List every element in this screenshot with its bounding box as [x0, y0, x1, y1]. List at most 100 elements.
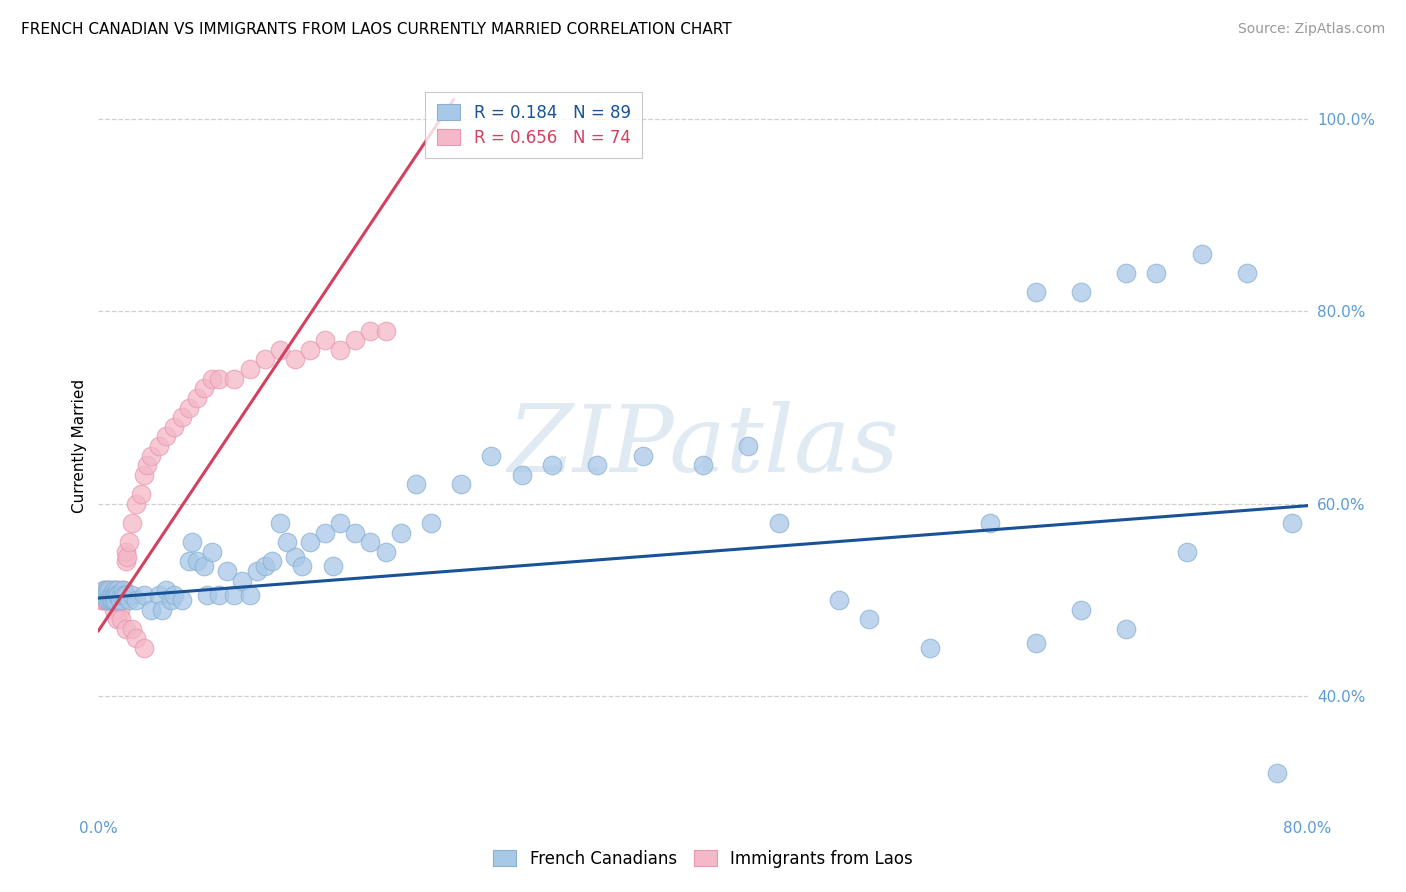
Point: [103, 583, 125, 598]
Point: [91, 588, 114, 602]
Point: [101, 588, 124, 602]
Point: [129, 487, 152, 501]
Point: [104, 593, 127, 607]
Point: [91, 588, 114, 602]
Point: [291, 559, 314, 574]
Point: [160, 593, 183, 607]
Y-axis label: Currently Married: Currently Married: [72, 379, 87, 513]
Point: [101, 588, 124, 602]
Point: [114, 588, 136, 602]
Point: [329, 343, 352, 357]
Point: [314, 525, 336, 540]
Point: [344, 525, 367, 540]
Point: [181, 535, 204, 549]
Point: [93, 588, 115, 602]
Point: [284, 352, 307, 367]
Point: [118, 535, 141, 549]
Point: [94, 588, 117, 602]
Point: [115, 549, 138, 564]
Point: [132, 467, 155, 482]
Point: [132, 641, 155, 656]
Point: [108, 593, 131, 607]
Point: [224, 588, 246, 602]
Point: [1070, 602, 1092, 616]
Point: [107, 588, 129, 602]
Point: [768, 516, 790, 530]
Point: [314, 333, 336, 347]
Point: [1024, 636, 1046, 650]
Point: [186, 554, 208, 568]
Point: [322, 559, 344, 574]
Point: [114, 622, 136, 636]
Point: [96, 593, 118, 607]
Point: [101, 593, 124, 607]
Point: [94, 588, 117, 602]
Point: [114, 554, 136, 568]
Point: [98, 583, 121, 598]
Point: [329, 516, 352, 530]
Point: [150, 602, 173, 616]
Point: [510, 467, 533, 482]
Point: [1144, 266, 1167, 280]
Point: [98, 583, 121, 598]
Point: [141, 602, 163, 616]
Point: [193, 381, 215, 395]
Point: [1115, 622, 1137, 636]
Point: [1267, 766, 1289, 780]
Point: [170, 410, 193, 425]
Point: [103, 588, 125, 602]
Point: [103, 593, 125, 607]
Point: [110, 593, 132, 607]
Point: [239, 362, 262, 376]
Point: [135, 458, 157, 473]
Point: [125, 497, 148, 511]
Point: [1115, 266, 1137, 280]
Point: [103, 593, 125, 607]
Point: [148, 439, 170, 453]
Point: [1191, 246, 1213, 260]
Point: [1024, 285, 1046, 299]
Point: [107, 593, 129, 607]
Point: [108, 593, 131, 607]
Point: [112, 583, 135, 598]
Point: [201, 545, 224, 559]
Point: [111, 593, 134, 607]
Point: [405, 477, 427, 491]
Point: [91, 593, 114, 607]
Point: [125, 632, 148, 646]
Point: [105, 588, 128, 602]
Point: [111, 588, 134, 602]
Point: [586, 458, 609, 473]
Point: [96, 583, 118, 598]
Point: [121, 516, 143, 530]
Point: [105, 588, 128, 602]
Point: [186, 391, 208, 405]
Point: [269, 516, 291, 530]
Point: [93, 583, 115, 598]
Point: [104, 593, 127, 607]
Point: [98, 593, 121, 607]
Point: [253, 352, 276, 367]
Point: [481, 449, 503, 463]
Point: [979, 516, 1001, 530]
Point: [94, 593, 117, 607]
Point: [98, 593, 121, 607]
Point: [96, 583, 118, 598]
Text: FRENCH CANADIAN VS IMMIGRANTS FROM LAOS CURRENTLY MARRIED CORRELATION CHART: FRENCH CANADIAN VS IMMIGRANTS FROM LAOS …: [21, 22, 731, 37]
Point: [170, 593, 193, 607]
Point: [269, 343, 291, 357]
Point: [918, 641, 941, 656]
Point: [692, 458, 714, 473]
Point: [208, 588, 231, 602]
Point: [208, 371, 231, 385]
Point: [111, 583, 134, 598]
Point: [389, 525, 412, 540]
Point: [100, 593, 122, 607]
Point: [103, 583, 125, 598]
Point: [179, 401, 201, 415]
Point: [141, 449, 163, 463]
Point: [121, 622, 143, 636]
Point: [224, 371, 246, 385]
Point: [108, 602, 131, 616]
Point: [246, 564, 269, 578]
